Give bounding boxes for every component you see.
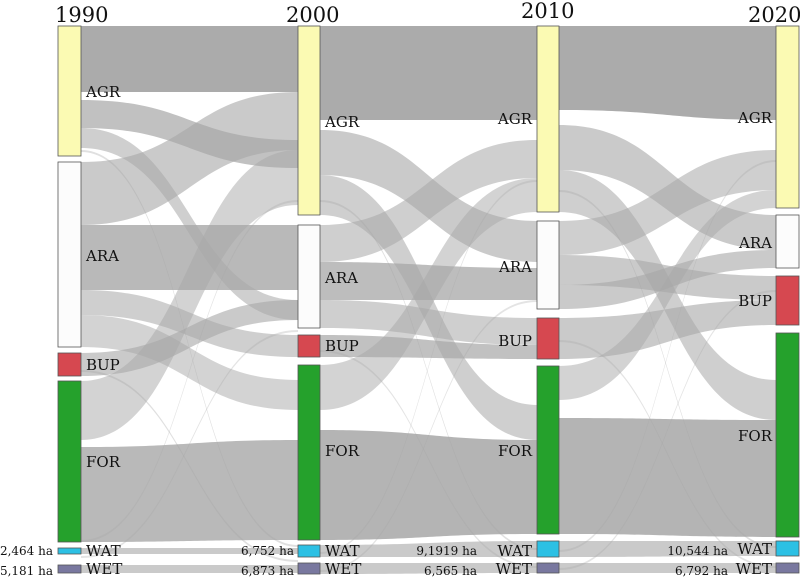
flow-strand-2 — [81, 200, 298, 542]
node-1990-wet — [57, 564, 82, 574]
label-2010-bup: BUP — [498, 332, 532, 350]
land-cover-nodes — [57, 25, 800, 575]
node-2020-for — [775, 332, 800, 538]
area-2010-wet: 6,565 ha — [424, 564, 477, 578]
flow-strand-7 — [320, 300, 537, 572]
label-2000-wat: WAT — [325, 542, 360, 560]
flow-strand-10 — [559, 160, 776, 552]
label-1990-agr: AGR — [85, 83, 121, 101]
flow-2010-ara-agr — [559, 150, 776, 255]
node-2020-wat — [775, 540, 800, 557]
node-2000-wet — [297, 562, 321, 575]
flow-2000-agr-agr — [320, 26, 537, 120]
flow-1990-agr-agr — [81, 26, 298, 92]
node-1990-ara — [57, 161, 82, 348]
flow-2010-for-agr — [559, 190, 776, 400]
node-2010-ara — [536, 220, 560, 310]
year-label-1990: 1990 — [55, 3, 108, 27]
flow-2000-ara-bup — [320, 300, 537, 345]
node-1990-wat — [57, 547, 82, 555]
flow-strand-9 — [559, 340, 776, 568]
label-2000-for: FOR — [325, 442, 360, 460]
flow-strand-8 — [559, 190, 776, 548]
label-2010-agr: AGR — [497, 110, 533, 128]
flow-1990-ara-for — [81, 315, 298, 410]
node-2010-wet — [536, 562, 560, 574]
area-1990-wet: 5,181 ha — [0, 564, 53, 578]
node-1990-agr — [57, 25, 82, 157]
flow-1990-ara-agr — [81, 92, 298, 225]
node-1990-for — [57, 380, 82, 543]
node-2000-for — [297, 364, 321, 541]
area-2020-wat: 10,544 ha — [667, 544, 728, 558]
flow-2010-bup-bup — [559, 300, 776, 359]
flow-1990-wet-wet — [81, 565, 298, 573]
flow-2000-wat-wat — [320, 541, 537, 557]
flow-strand-11 — [559, 290, 776, 570]
label-1990-wet: WET — [86, 560, 122, 578]
label-2010-wat: WAT — [497, 542, 532, 560]
label-2010-ara: ARA — [498, 258, 532, 276]
year-label-2000: 2000 — [286, 3, 339, 27]
year-label-2010: 2010 — [521, 0, 574, 23]
flow-2010-agr-agr — [559, 26, 776, 120]
node-2020-ara — [775, 214, 800, 269]
node-2010-for — [536, 365, 560, 535]
label-2000-agr: AGR — [324, 113, 360, 131]
flow-1990-ara-ara — [81, 225, 298, 290]
node-2020-bup — [775, 275, 800, 326]
label-1990-ara: ARA — [85, 247, 119, 265]
label-2020-bup: BUP — [738, 292, 772, 310]
node-2020-wet — [775, 562, 800, 574]
node-1990-bup — [57, 352, 82, 377]
flow-1990-for-for — [81, 440, 298, 542]
flow-1990-agr-for — [81, 128, 298, 320]
label-1990-wat: WAT — [86, 542, 121, 560]
area-2000-wat: 6,752 ha — [241, 544, 294, 558]
label-2000-wet: WET — [325, 560, 361, 578]
label-2020-wat: WAT — [737, 540, 772, 558]
node-2000-bup — [297, 334, 321, 358]
year-label-2020: 2020 — [748, 3, 800, 27]
area-1990-wat: 2,464 ha — [0, 544, 53, 558]
transition-flows — [81, 26, 776, 574]
flow-2000-for-agr — [320, 178, 537, 410]
flow-2000-wet-wet — [320, 563, 537, 574]
label-2010-wet: WET — [496, 560, 532, 578]
label-1990-for: FOR — [86, 453, 121, 471]
node-2000-ara — [297, 224, 321, 329]
flow-1990-for-agr — [81, 150, 298, 440]
label-2020-ara: ARA — [738, 234, 772, 252]
flow-strand-4 — [320, 200, 537, 550]
flow-2010-for-for — [559, 418, 776, 537]
label-2000-bup: BUP — [325, 337, 359, 355]
flow-strand-6 — [320, 180, 537, 554]
flow-2010-wet-wet — [559, 563, 776, 573]
flow-2010-wat-wat — [559, 541, 776, 557]
flow-strand-5 — [320, 350, 537, 568]
label-1990-bup: BUP — [86, 356, 120, 374]
node-2000-wat — [297, 544, 321, 558]
label-2020-for: FOR — [738, 427, 773, 445]
area-2020-wet: 6,792 ha — [675, 564, 728, 578]
label-2020-agr: AGR — [737, 109, 773, 127]
node-2000-agr — [297, 25, 321, 216]
flow-1990-ara-bup — [81, 290, 298, 357]
flow-strand-0 — [81, 150, 298, 547]
flow-strand-1 — [81, 370, 298, 562]
label-2010-for: FOR — [498, 442, 533, 460]
label-2020-wet: WET — [736, 560, 772, 578]
area-2000-wet: 6,873 ha — [241, 564, 294, 578]
label-2000-ara: ARA — [324, 269, 358, 287]
node-2010-agr — [536, 25, 560, 213]
node-2010-wat — [536, 540, 560, 558]
flow-strand-3 — [81, 330, 298, 558]
flow-1990-wat-wat — [81, 548, 298, 554]
node-2020-agr — [775, 25, 800, 209]
flow-2000-for-for — [320, 430, 537, 540]
node-2010-bup — [536, 317, 560, 360]
flow-2000-ara-agr — [320, 140, 537, 262]
area-2010-wat: 9,1919 ha — [416, 544, 477, 558]
